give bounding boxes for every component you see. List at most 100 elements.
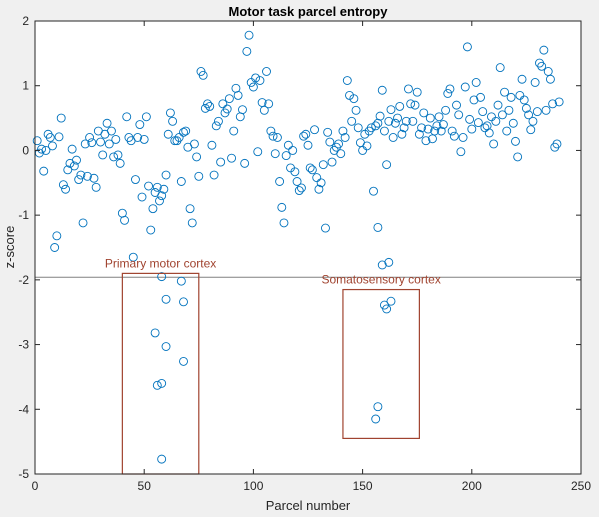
data-point — [131, 175, 140, 185]
data-point — [552, 139, 562, 149]
y-tick-label: -4 — [18, 402, 29, 416]
data-point — [87, 138, 97, 148]
data-point — [301, 129, 311, 139]
data-point — [334, 139, 344, 149]
data-point — [410, 100, 420, 110]
data-point — [384, 116, 394, 126]
data-point — [122, 112, 132, 122]
data-point — [296, 183, 306, 193]
data-point — [227, 153, 237, 163]
data-point — [135, 120, 145, 129]
data-point — [408, 116, 418, 126]
data-point — [327, 157, 337, 167]
data-point — [211, 121, 221, 131]
data-point — [452, 100, 461, 110]
data-point — [281, 151, 291, 161]
data-point — [161, 294, 171, 304]
x-tick-label: 0 — [32, 479, 39, 493]
data-point — [430, 126, 440, 136]
data-point — [393, 113, 402, 123]
data-point — [528, 116, 538, 126]
somatosensory-cortex-box — [342, 288, 420, 440]
data-point — [379, 126, 389, 136]
data-point — [491, 116, 501, 126]
data-point — [467, 124, 477, 134]
data-point — [495, 63, 505, 73]
data-point — [209, 170, 219, 180]
data-point — [473, 118, 483, 128]
data-point — [445, 84, 455, 94]
data-point — [106, 126, 116, 136]
data-point — [323, 127, 333, 137]
data-point — [373, 222, 383, 232]
data-point — [462, 42, 472, 52]
data-point — [89, 173, 99, 183]
x-tick-label: 50 — [138, 479, 152, 493]
data-point — [91, 182, 101, 192]
data-point — [414, 129, 424, 139]
data-point — [517, 74, 527, 84]
data-point — [144, 181, 154, 191]
data-point — [419, 108, 429, 118]
data-point — [115, 158, 125, 168]
data-point — [373, 402, 383, 412]
y-axis-label: z-score — [2, 226, 17, 269]
data-point — [421, 136, 431, 146]
data-point — [513, 152, 523, 162]
y-tick-label: -1 — [18, 208, 29, 222]
data-point — [277, 202, 287, 212]
data-point — [229, 126, 239, 136]
plot-area — [35, 21, 581, 474]
data-point — [189, 139, 199, 149]
data-point — [253, 147, 263, 157]
data-point — [152, 182, 162, 192]
data-point — [290, 167, 300, 177]
data-point — [222, 104, 232, 114]
data-point — [80, 139, 90, 149]
data-point — [307, 165, 317, 175]
data-point — [432, 121, 442, 131]
data-point — [157, 378, 167, 388]
data-point — [377, 260, 387, 270]
data-point — [82, 171, 92, 181]
data-point — [349, 94, 359, 104]
data-point — [251, 73, 261, 83]
data-point — [447, 126, 457, 136]
data-point — [214, 116, 223, 126]
data-point — [484, 128, 494, 138]
data-point — [37, 144, 47, 154]
data-point — [423, 124, 433, 134]
data-point — [375, 111, 385, 121]
data-point — [240, 158, 250, 168]
data-point — [465, 114, 475, 124]
data-point — [264, 99, 274, 109]
data-point — [371, 414, 381, 424]
data-point — [45, 133, 55, 142]
chart-title: Motor task parcel entropy — [229, 4, 389, 19]
data-point — [58, 180, 68, 190]
data-point — [312, 173, 322, 183]
data-point — [340, 133, 350, 142]
data-point — [511, 136, 520, 146]
data-point — [52, 231, 62, 241]
data-point — [179, 297, 188, 307]
data-point — [554, 97, 564, 107]
data-point — [163, 129, 173, 139]
x-axis-label: Parcel number — [266, 498, 351, 513]
data-point — [386, 296, 396, 306]
data-point — [272, 133, 282, 142]
data-point — [539, 45, 549, 55]
data-point — [316, 178, 326, 188]
data-point — [78, 218, 88, 228]
data-point — [266, 126, 276, 136]
data-point — [390, 118, 400, 128]
data-point — [521, 103, 531, 113]
data-point — [113, 150, 123, 160]
data-point — [412, 87, 422, 97]
data-point — [69, 161, 79, 171]
data-point — [255, 76, 265, 85]
data-point — [458, 133, 468, 142]
data-point — [500, 87, 510, 97]
data-point — [506, 92, 516, 102]
